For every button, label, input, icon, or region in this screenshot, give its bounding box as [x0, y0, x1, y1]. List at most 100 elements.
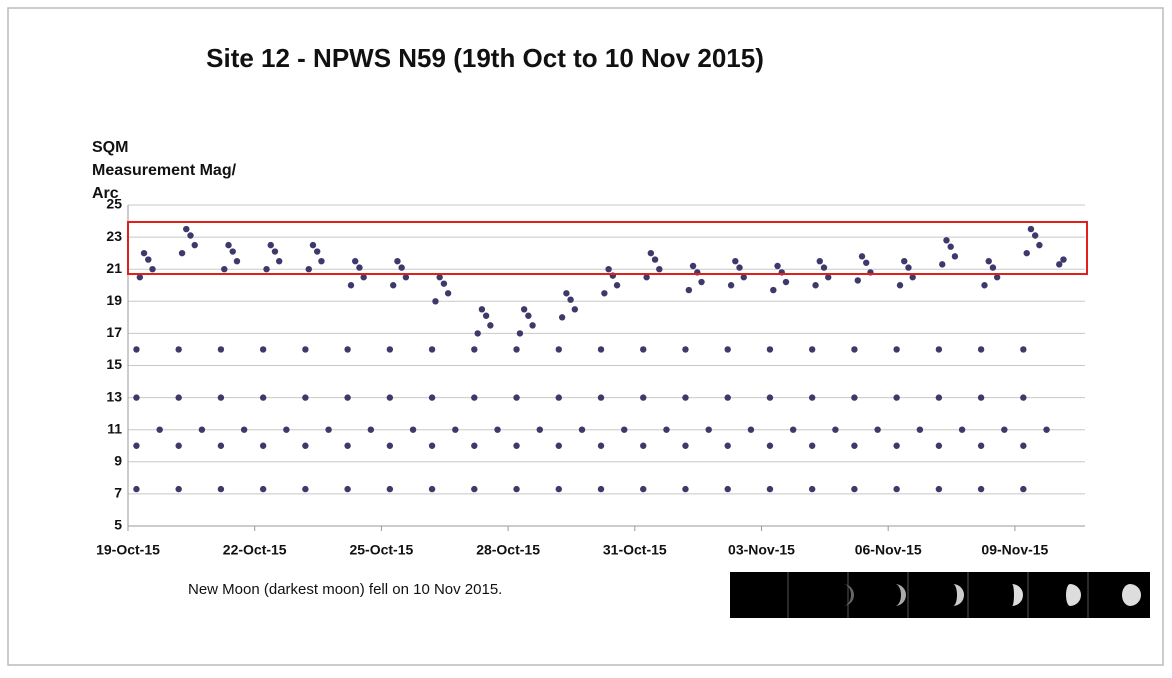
- data-point: [1043, 427, 1049, 433]
- data-point: [199, 427, 205, 433]
- data-point: [145, 256, 151, 262]
- data-point: [851, 346, 857, 352]
- data-point: [260, 443, 266, 449]
- data-point: [556, 346, 562, 352]
- data-point: [725, 346, 731, 352]
- data-point: [537, 427, 543, 433]
- data-point: [981, 282, 987, 288]
- data-point: [939, 261, 945, 267]
- data-point: [809, 394, 815, 400]
- y-tick-label: 19: [106, 292, 122, 308]
- data-point: [344, 443, 350, 449]
- data-point: [234, 258, 240, 264]
- data-point: [344, 486, 350, 492]
- moon-strip-bg: [730, 572, 1150, 618]
- data-point: [218, 486, 224, 492]
- data-point: [525, 313, 531, 319]
- data-point: [893, 346, 899, 352]
- data-point: [260, 394, 266, 400]
- data-point: [1001, 427, 1007, 433]
- data-point: [387, 486, 393, 492]
- data-point: [429, 486, 435, 492]
- data-point: [314, 248, 320, 254]
- y-tick-label: 11: [107, 420, 122, 436]
- data-point: [725, 443, 731, 449]
- data-point: [387, 346, 393, 352]
- chart-title: Site 12 - NPWS N59 (19th Oct to 10 Nov 2…: [206, 43, 764, 73]
- data-point: [218, 443, 224, 449]
- data-point: [344, 394, 350, 400]
- data-point: [513, 486, 519, 492]
- data-point: [390, 282, 396, 288]
- data-point: [1032, 232, 1038, 238]
- data-point: [640, 443, 646, 449]
- data-point: [394, 258, 400, 264]
- data-point: [1020, 486, 1026, 492]
- data-point: [790, 427, 796, 433]
- data-point: [133, 443, 139, 449]
- data-point: [725, 486, 731, 492]
- chart: Site 12 - NPWS N59 (19th Oct to 10 Nov 2…: [0, 0, 1172, 673]
- data-point: [640, 486, 646, 492]
- data-point: [432, 298, 438, 304]
- data-point: [1024, 250, 1030, 256]
- data-point: [452, 427, 458, 433]
- data-point: [441, 280, 447, 286]
- y-tick-label: 15: [106, 356, 122, 372]
- data-point: [348, 282, 354, 288]
- data-point: [809, 486, 815, 492]
- data-point: [851, 394, 857, 400]
- data-point: [748, 427, 754, 433]
- data-point: [494, 427, 500, 433]
- data-point: [682, 346, 688, 352]
- data-point: [567, 296, 573, 302]
- data-point: [521, 306, 527, 312]
- data-point: [175, 443, 181, 449]
- data-point: [368, 427, 374, 433]
- frame: [8, 8, 1163, 665]
- data-point: [445, 290, 451, 296]
- data-point: [614, 282, 620, 288]
- data-point: [1028, 226, 1034, 232]
- data-point: [936, 346, 942, 352]
- x-tick-label: 22-Oct-15: [223, 542, 287, 558]
- data-point: [770, 287, 776, 293]
- data-point: [529, 322, 535, 328]
- data-point: [893, 443, 899, 449]
- data-point: [698, 279, 704, 285]
- page: Site 12 - NPWS N59 (19th Oct to 10 Nov 2…: [0, 0, 1172, 678]
- data-point: [640, 346, 646, 352]
- data-point: [682, 486, 688, 492]
- data-point: [767, 394, 773, 400]
- data-point: [221, 266, 227, 272]
- data-point: [429, 346, 435, 352]
- data-point: [736, 264, 742, 270]
- data-point: [175, 486, 181, 492]
- data-point: [187, 232, 193, 238]
- moon-phase-strip: [730, 572, 1150, 618]
- data-point: [410, 427, 416, 433]
- data-point: [774, 263, 780, 269]
- data-point: [682, 443, 688, 449]
- data-point: [387, 394, 393, 400]
- data-point: [832, 427, 838, 433]
- data-point: [986, 258, 992, 264]
- data-point: [310, 242, 316, 248]
- data-point: [598, 394, 604, 400]
- data-point: [978, 346, 984, 352]
- data-point: [855, 277, 861, 283]
- data-point: [690, 263, 696, 269]
- data-point: [767, 486, 773, 492]
- data-point: [936, 486, 942, 492]
- data-point: [809, 443, 815, 449]
- data-point: [302, 346, 308, 352]
- data-point: [959, 427, 965, 433]
- x-tick-label: 28-Oct-15: [476, 542, 540, 558]
- y-tick-label: 23: [106, 228, 122, 244]
- data-point: [352, 258, 358, 264]
- data-point: [559, 314, 565, 320]
- data-point: [943, 237, 949, 243]
- data-point: [863, 260, 869, 266]
- data-point: [483, 313, 489, 319]
- data-point: [175, 394, 181, 400]
